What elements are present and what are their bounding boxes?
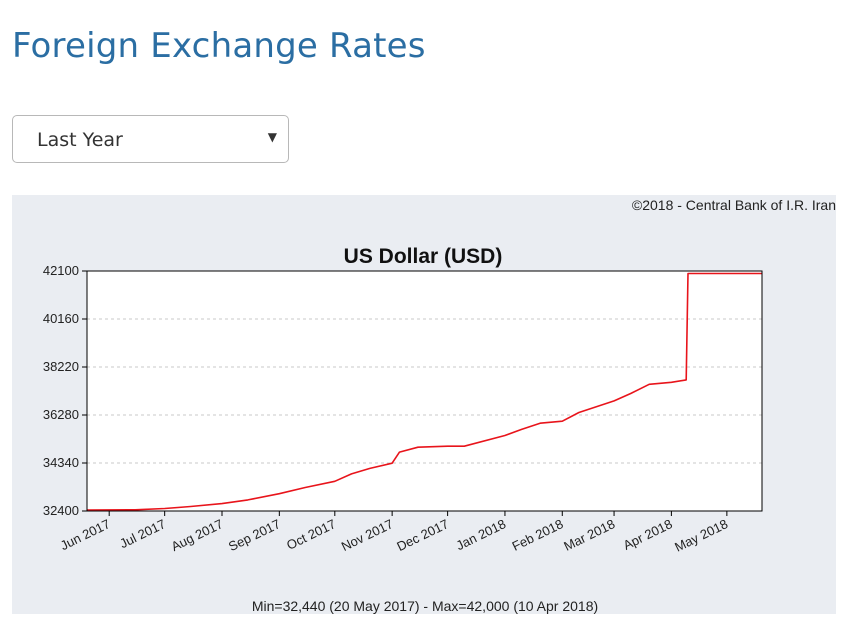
usd-rate-chart: ©2018 - Central Bank of I.R. Iran US Dol… [12,195,836,614]
y-tick-label: 36280 [43,407,79,422]
x-tick-label: Mar 2018 [561,516,617,554]
x-tick-label: May 2018 [672,516,730,555]
chart-title: US Dollar (USD) [344,245,503,268]
chart-footer: Min=32,440 (20 May 2017) - Max=42,000 (1… [252,598,598,614]
x-tick-label: Dec 2017 [394,516,451,554]
y-tick-label: 40160 [43,311,79,326]
plot-area [87,271,762,511]
y-tick-label: 42100 [43,263,79,278]
grid-lines [87,318,762,464]
x-tick-label: Jun 2017 [58,516,113,553]
period-select-value: Last Year [37,129,123,151]
chevron-down-icon: ▼ [267,130,277,144]
x-tick-label: Jan 2018 [454,516,509,553]
x-tick-label: Sep 2017 [226,516,283,554]
x-tick-label: Feb 2018 [510,516,566,554]
y-tick-label: 32400 [43,503,79,518]
x-tick-label: Jul 2017 [117,516,168,551]
y-tick-label: 34340 [43,455,79,470]
chart-copyright: ©2018 - Central Bank of I.R. Iran [632,197,836,213]
series-line [86,272,762,511]
page-title: Foreign Exchange Rates [12,26,426,66]
chart-svg: ©2018 - Central Bank of I.R. Iran US Dol… [43,197,836,614]
y-tick-label: 38220 [43,359,79,374]
x-tick-label: Aug 2017 [169,516,226,554]
x-tick-label: Oct 2017 [284,516,338,553]
period-select[interactable]: Last Year ▼ [12,115,289,163]
usd-rate-line [86,272,762,511]
x-tick-label: Apr 2018 [621,516,675,553]
plot-frame [86,270,763,512]
x-tick-label: Nov 2017 [339,516,396,554]
